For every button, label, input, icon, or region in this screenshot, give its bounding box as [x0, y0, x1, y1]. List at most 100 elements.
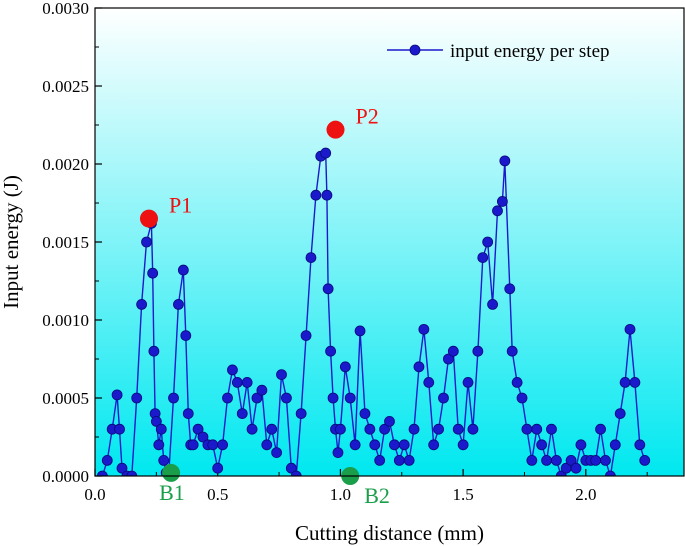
data-point	[290, 470, 302, 476]
data-point	[177, 264, 189, 276]
data-point	[614, 408, 626, 420]
data-point	[111, 389, 123, 401]
data-point	[541, 454, 552, 466]
data-point	[261, 439, 273, 451]
x-tick-label: 0.5	[207, 485, 228, 504]
plot-background	[95, 8, 684, 476]
data-point	[609, 439, 621, 451]
data-point	[131, 392, 143, 404]
y-tick-label: 0.0015	[42, 233, 89, 252]
data-point	[504, 283, 516, 295]
data-point	[148, 345, 160, 357]
data-point	[511, 376, 523, 388]
y-tick-label: 0.0005	[42, 389, 89, 408]
data-point	[389, 439, 400, 451]
data-point	[322, 283, 334, 295]
x-tick-label: 1.5	[453, 485, 474, 504]
data-point	[359, 408, 371, 420]
data-point	[467, 423, 479, 435]
data-point	[285, 462, 297, 474]
data-point	[521, 423, 533, 435]
data-point	[575, 439, 587, 451]
data-point	[241, 376, 253, 388]
data-point	[180, 330, 192, 342]
data-point	[192, 423, 204, 435]
data-point	[462, 376, 474, 388]
data-point	[150, 415, 162, 427]
data-point	[600, 454, 611, 466]
data-point	[305, 252, 317, 264]
data-point	[403, 454, 415, 466]
data-point	[526, 454, 538, 466]
data-point	[536, 439, 548, 451]
data-point	[153, 439, 165, 451]
data-point	[364, 423, 376, 435]
data-point	[155, 423, 167, 435]
annotation-marker-b1	[162, 463, 181, 482]
data-point	[531, 423, 543, 435]
annotations: P1 P2 B1 B2	[139, 104, 390, 508]
data-point	[101, 454, 113, 466]
data-point	[335, 423, 346, 435]
data-point	[256, 384, 268, 396]
y-tick-label: 0.0010	[42, 311, 89, 330]
data-point	[182, 408, 194, 420]
data-point	[344, 392, 356, 404]
data-point	[487, 298, 498, 310]
y-tick-label: 0.0000	[42, 467, 89, 486]
legend: input energy per step	[387, 41, 610, 62]
data-point	[212, 462, 224, 474]
data-point	[207, 439, 219, 451]
data-point	[217, 439, 229, 451]
data-point	[428, 439, 440, 451]
data-point	[141, 236, 152, 248]
data-point	[96, 470, 108, 476]
data-point	[246, 423, 258, 435]
x-tick-label: 1.0	[330, 485, 351, 504]
data-point	[187, 439, 199, 451]
data-point	[624, 323, 636, 335]
data-point	[619, 376, 631, 388]
data-point	[116, 462, 128, 474]
annotation-label-p2: P2	[356, 104, 379, 129]
data-point	[281, 392, 292, 404]
data-point	[477, 252, 489, 264]
legend-marker	[409, 44, 421, 56]
data-point	[413, 361, 425, 373]
data-point	[418, 323, 430, 335]
data-point	[565, 454, 577, 466]
annotation-label-b2: B2	[364, 483, 390, 508]
data-point	[197, 431, 209, 443]
plot-frame	[94, 7, 685, 477]
data-point	[472, 345, 484, 357]
data-point	[325, 345, 337, 357]
data-point	[147, 267, 159, 279]
data-point	[114, 423, 125, 435]
data-point	[236, 408, 248, 420]
legend-label: input energy per step	[450, 41, 610, 62]
data-point	[550, 454, 562, 466]
data-point	[231, 376, 243, 388]
data-point	[384, 415, 395, 427]
annotation-label-b1: B1	[159, 480, 185, 505]
data-point	[442, 353, 454, 365]
data-point	[629, 376, 641, 388]
annotation-marker-p1	[139, 209, 158, 228]
annotation-marker-p2	[326, 120, 345, 139]
y-axis-label: Input energy (J)	[0, 175, 23, 309]
data-point	[634, 439, 646, 451]
data-point	[482, 236, 494, 248]
data-point	[604, 470, 616, 476]
data-point	[379, 423, 390, 435]
data-point	[251, 392, 263, 404]
data-point	[546, 423, 557, 435]
data-point	[457, 439, 469, 451]
data-point	[492, 205, 503, 217]
data-point	[271, 447, 283, 459]
data-point	[300, 330, 312, 342]
data-point	[369, 439, 381, 451]
data-point	[408, 423, 420, 435]
data-point	[168, 392, 179, 404]
data-point	[423, 376, 435, 388]
x-axis-label: Cutting distance (mm)	[295, 521, 484, 545]
